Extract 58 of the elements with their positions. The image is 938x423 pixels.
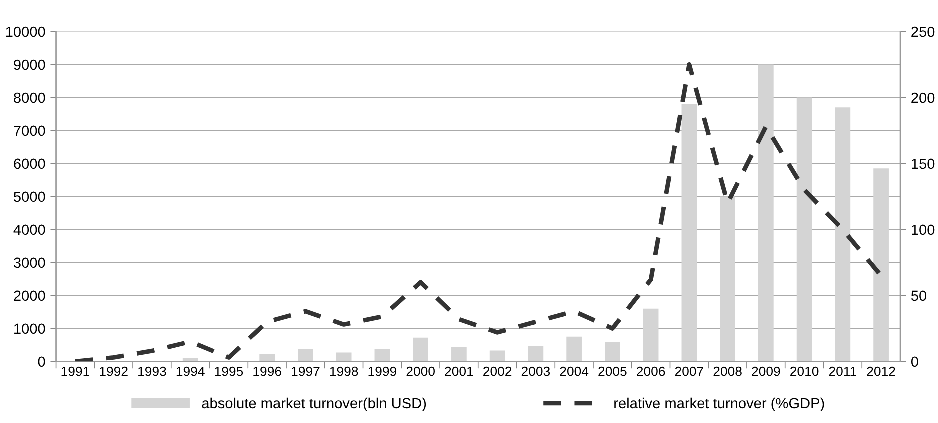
bar — [643, 308, 659, 362]
x-tick-label: 2002 — [484, 366, 512, 376]
bar — [298, 349, 314, 362]
x-tick-label: 2005 — [598, 366, 627, 376]
bar — [566, 336, 582, 362]
bar — [682, 104, 698, 362]
y2-tick-label: 200 — [912, 92, 935, 104]
y-tick-label: 10000 — [6, 26, 46, 38]
y2-tick-label: 50 — [911, 290, 927, 302]
y2-tick-label: 0 — [911, 356, 918, 368]
y-tick-label: 5000 — [14, 192, 46, 202]
bar — [720, 196, 736, 362]
x-tick-label: 1997 — [292, 366, 320, 376]
y-tick-label: 9000 — [14, 60, 46, 70]
x-tick-label: 1995 — [215, 366, 244, 376]
x-tick-label: 2008 — [714, 366, 742, 376]
x-tick-label: 1994 — [176, 366, 205, 376]
y2-tick-label: 150 — [912, 158, 935, 170]
x-tick-label: 2009 — [752, 366, 780, 376]
bar — [452, 347, 467, 362]
x-tick-label: 1992 — [100, 366, 128, 376]
y-tick-label: 3000 — [14, 258, 46, 268]
y-tick-label: 7000 — [14, 126, 46, 136]
y-tick-label: 0 — [38, 356, 46, 368]
bar — [260, 354, 276, 362]
x-tick-label: 1996 — [254, 366, 282, 376]
y-tick-label: 8000 — [14, 92, 46, 104]
x-tick-label: 1993 — [138, 366, 166, 376]
bar — [336, 352, 352, 362]
x-tick-label: 2011 — [829, 366, 856, 376]
legend-label: relative market turnover (%GDP) — [614, 398, 824, 412]
bar — [374, 349, 390, 362]
x-tick-label: 2012 — [867, 366, 896, 376]
y-tick-label: 1000 — [14, 324, 46, 334]
bar — [874, 168, 889, 362]
x-tick-label: 1998 — [330, 366, 358, 376]
x-tick-label: 2001 — [445, 366, 474, 376]
x-tick-label: 2007 — [675, 366, 704, 376]
bar — [490, 350, 506, 362]
bar — [413, 338, 428, 362]
bar — [835, 108, 851, 362]
bar — [528, 346, 544, 362]
x-tick-label: 2006 — [637, 366, 666, 376]
x-tick-label: 2004 — [560, 366, 589, 376]
y-tick-label: 4000 — [14, 224, 46, 236]
y2-tick-label: 100 — [912, 224, 935, 236]
x-tick-label: 2003 — [522, 366, 550, 376]
bar — [758, 64, 774, 362]
y-tick-label: 2000 — [14, 290, 46, 302]
x-tick-label: 1991 — [62, 366, 90, 376]
y-tick-label: 6000 — [14, 158, 46, 170]
x-tick-label: 2010 — [790, 366, 819, 376]
legend-label: absolute market turnover(bln USD) — [202, 398, 426, 412]
y2-tick-label: 250 — [912, 26, 935, 38]
bar — [796, 98, 812, 362]
x-tick-label: 1999 — [368, 366, 396, 376]
x-tick-label: 2000 — [406, 366, 435, 376]
bar — [605, 342, 620, 362]
